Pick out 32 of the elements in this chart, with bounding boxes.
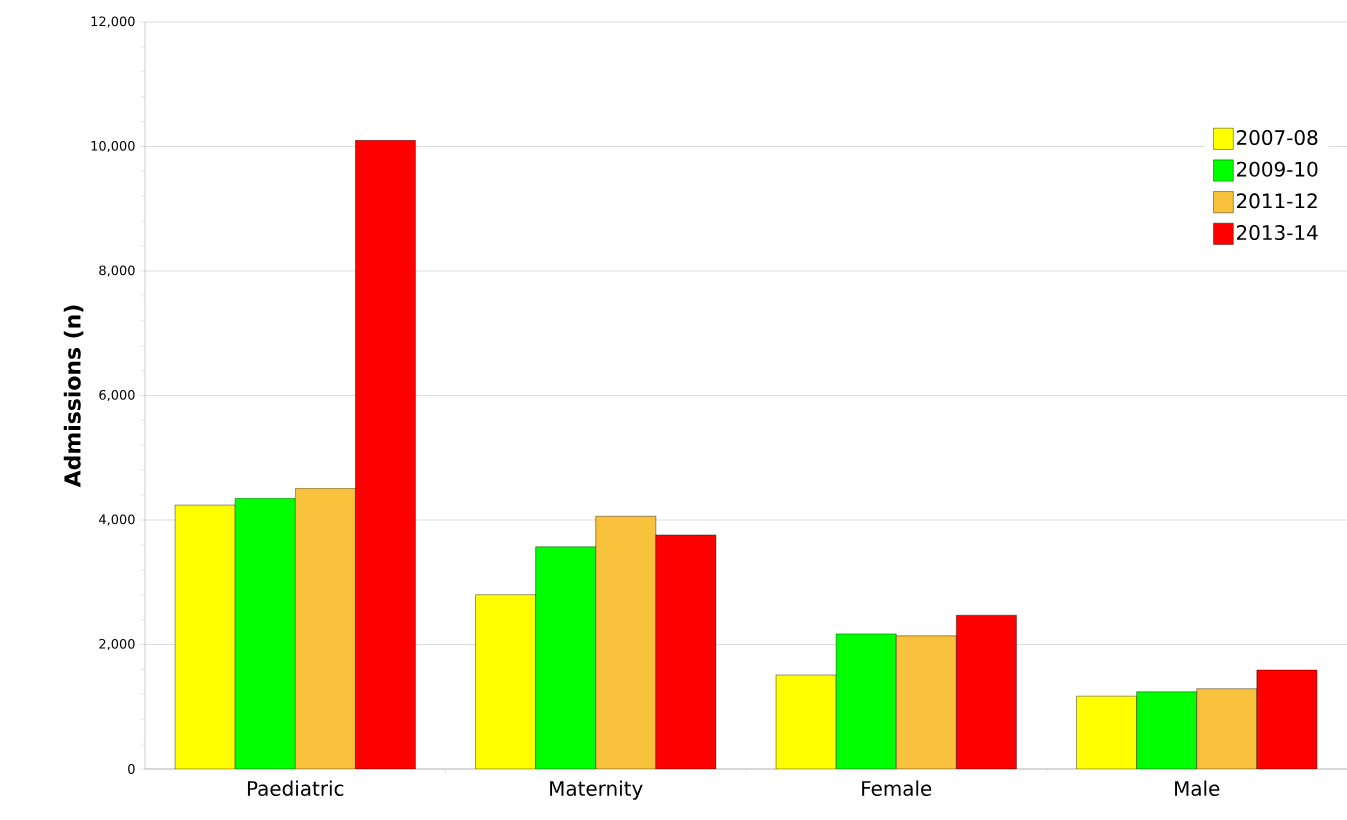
bar (475, 594, 536, 769)
bar (1196, 688, 1258, 769)
bar (835, 633, 897, 769)
y-tick-label: 8,000 (99, 265, 135, 277)
bar (295, 488, 356, 769)
legend-label: 2011-12 (1236, 193, 1317, 209)
legend-label: 2007-08 (1236, 129, 1318, 146)
bar (1256, 669, 1318, 769)
bar (1076, 695, 1137, 769)
y-axis-title: Admissions (n) (63, 305, 84, 488)
y-tick-label: 4,000 (99, 514, 135, 526)
legend-label: 2009-10 (1236, 161, 1318, 177)
bar (535, 546, 596, 769)
y-tick-label: 10,000 (91, 140, 135, 153)
x-tick-label: Maternity (550, 780, 643, 800)
bar (355, 140, 416, 769)
bar (655, 534, 717, 769)
bar (1136, 691, 1197, 769)
bar (775, 674, 837, 769)
bar (956, 615, 1017, 769)
x-tick-label: Female (862, 780, 932, 796)
legend-label: 2013-14 (1236, 225, 1318, 241)
bar (234, 498, 296, 769)
bar (896, 635, 957, 769)
bar (174, 504, 236, 769)
bar (595, 516, 657, 769)
y-tick-label: 0 (128, 764, 135, 774)
y-tick-label: 6,000 (99, 389, 135, 402)
x-tick-label: Paediatric (247, 780, 344, 796)
y-tick-label: 12,000 (91, 16, 135, 28)
x-tick-label: Male (1175, 780, 1220, 796)
y-tick-label: 2,000 (99, 638, 135, 651)
